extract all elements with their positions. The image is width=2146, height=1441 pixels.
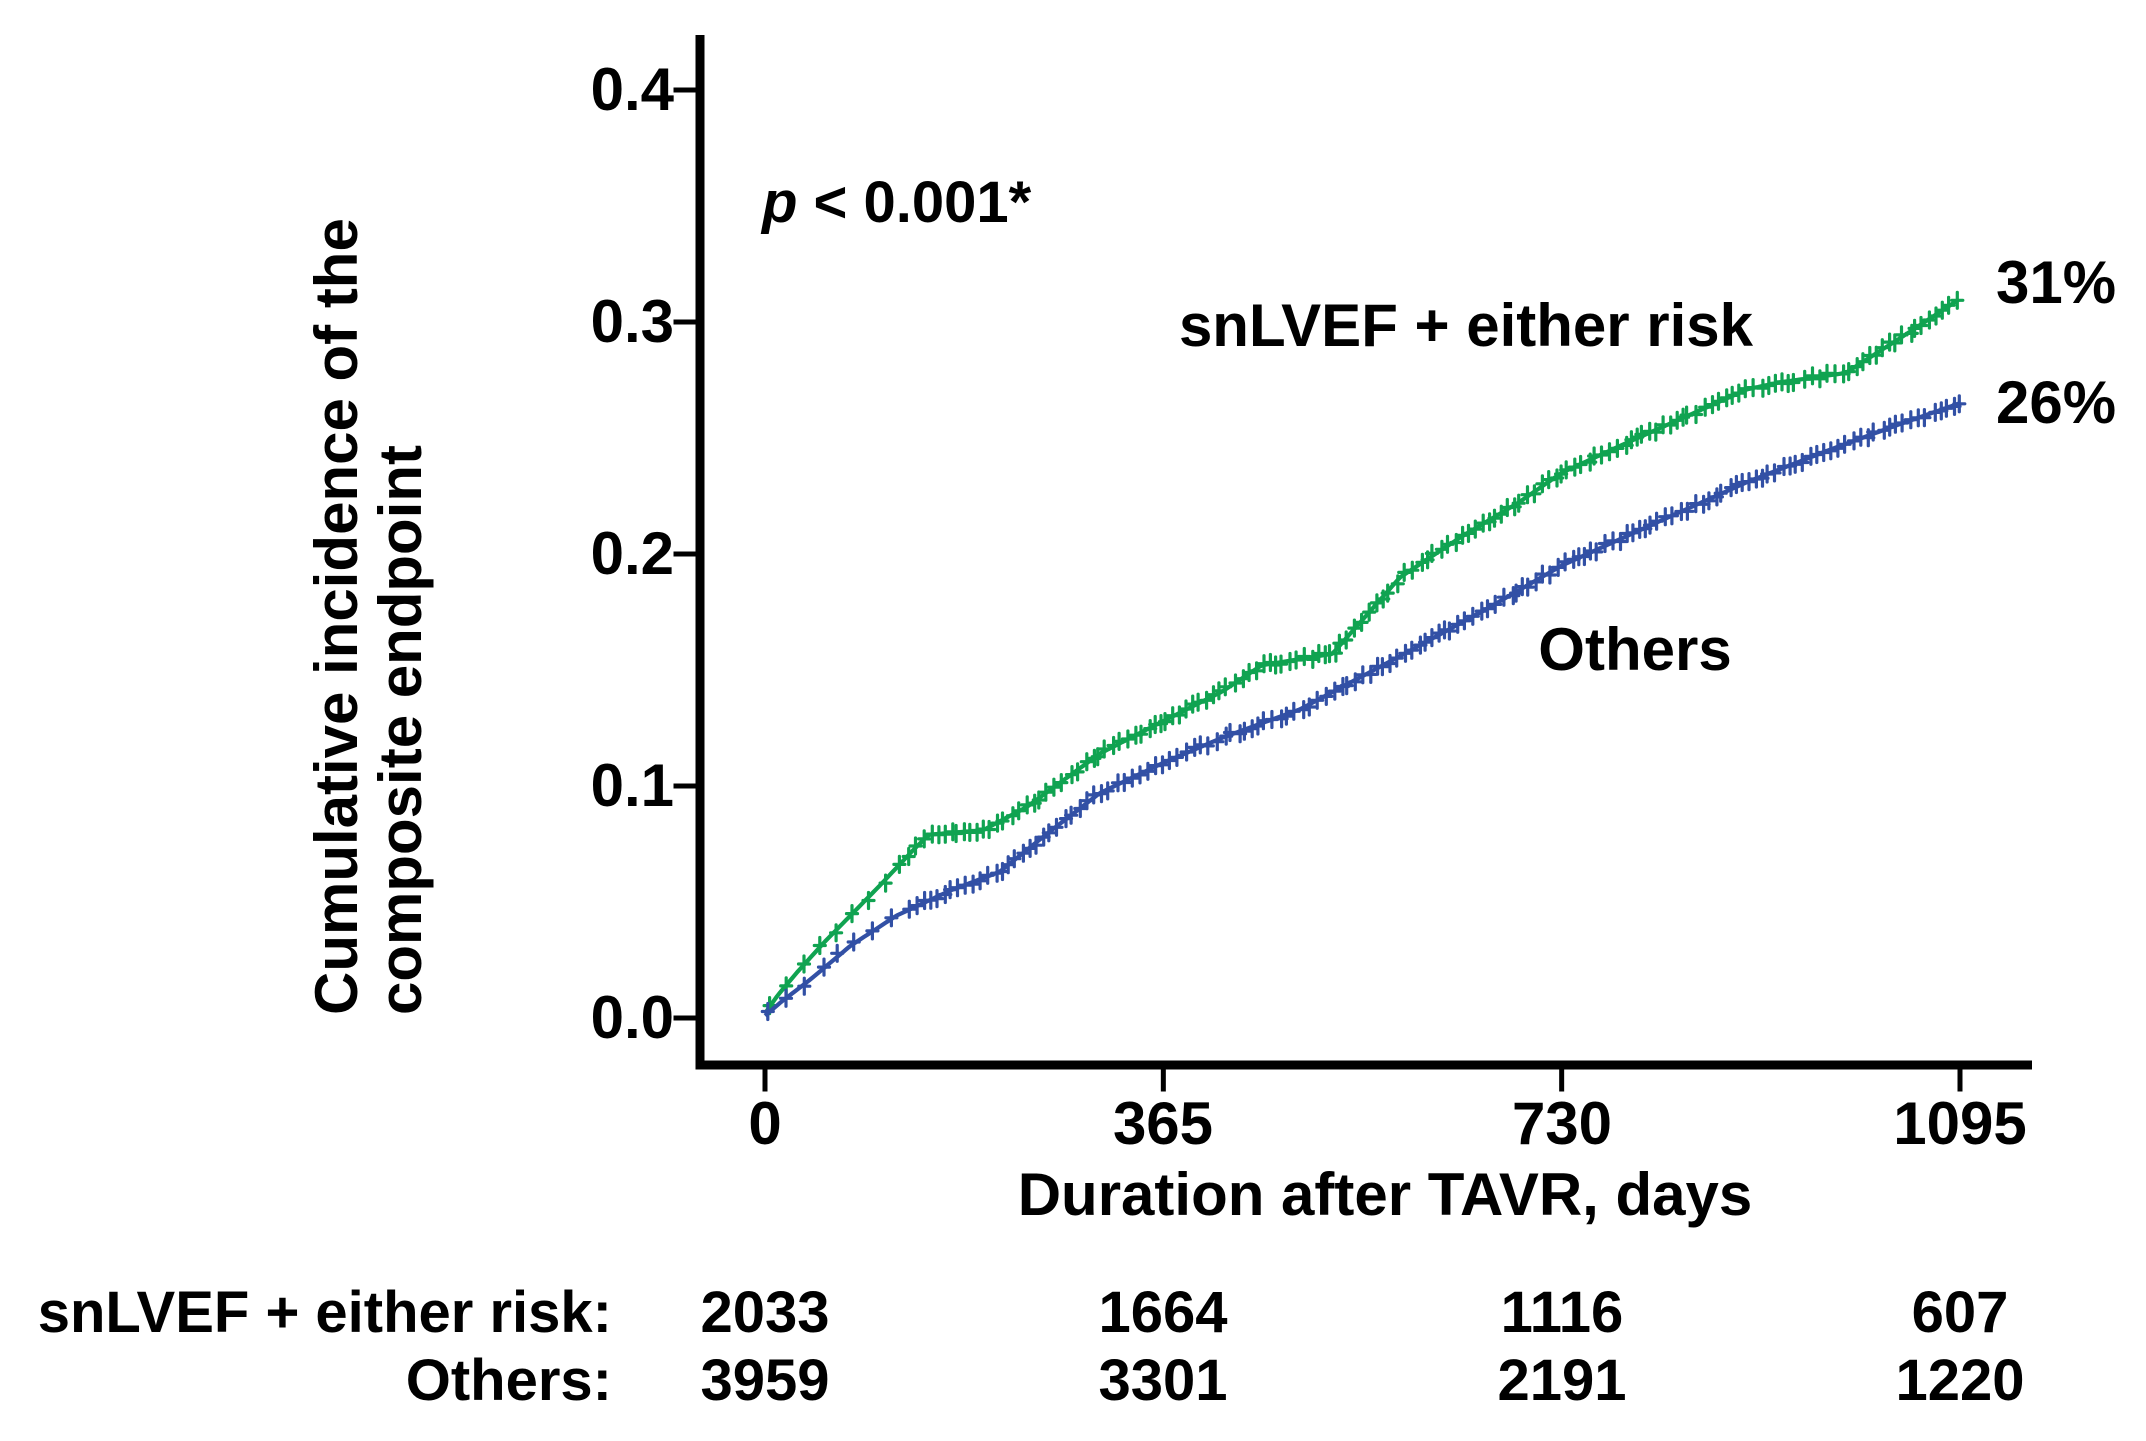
series-label-others: Others (1538, 616, 1732, 683)
risk-table-cell: 1116 (1500, 1280, 1624, 1345)
p-value-annotation: p < 0.001* (762, 172, 1031, 234)
risk-table-row-label: snLVEF + either risk: (37, 1280, 612, 1345)
risk-table-cell: 2191 (1497, 1348, 1627, 1413)
risk-table-cell: 1220 (1895, 1348, 2025, 1413)
y-tick-label-0.4: 0.4 (590, 56, 674, 123)
risk-table-cell: 607 (1911, 1280, 2009, 1345)
y-tick-label-0.3: 0.3 (590, 288, 674, 355)
y-tick-label-0.2: 0.2 (590, 520, 674, 587)
p-value-italic-p: p (762, 170, 798, 235)
risk-table-cell: 3301 (1098, 1348, 1228, 1413)
y-axis-title-line1: Cumulative incidence of the (303, 218, 370, 1015)
y-tick-label-0.0: 0.0 (590, 984, 674, 1051)
end-label-blue-26pct: 26% (1995, 369, 2117, 436)
y-axis-title-line2: composite endpoint (367, 445, 434, 1015)
x-axis-title: Duration after TAVR, days (1017, 1161, 1753, 1228)
censor-marks-others (760, 394, 1967, 1022)
risk-table-cell: 3959 (700, 1348, 830, 1413)
y-tick-label-0.1: 0.1 (590, 752, 674, 819)
series-label-snlvef-either-risk: snLVEF + either risk (1178, 292, 1754, 359)
x-tick-label-0: 0 (748, 1090, 782, 1157)
y-axis-title: Cumulative incidence of the composite en… (303, 175, 437, 1015)
x-tick-label-365: 365 (1112, 1090, 1214, 1157)
risk-table-row-label: Others: (405, 1348, 612, 1413)
x-tick-label-730: 730 (1511, 1090, 1613, 1157)
x-tick-label-1095: 1095 (1893, 1090, 2027, 1157)
risk-table-cell: 1664 (1098, 1280, 1228, 1345)
risk-table-cell: 2033 (700, 1280, 830, 1345)
curve-others (763, 401, 1960, 1018)
p-value-rest: < 0.001* (797, 170, 1032, 235)
end-label-green-31pct: 31% (1995, 249, 2117, 316)
censor-marks-snlvef-either-risk (762, 290, 1965, 1016)
